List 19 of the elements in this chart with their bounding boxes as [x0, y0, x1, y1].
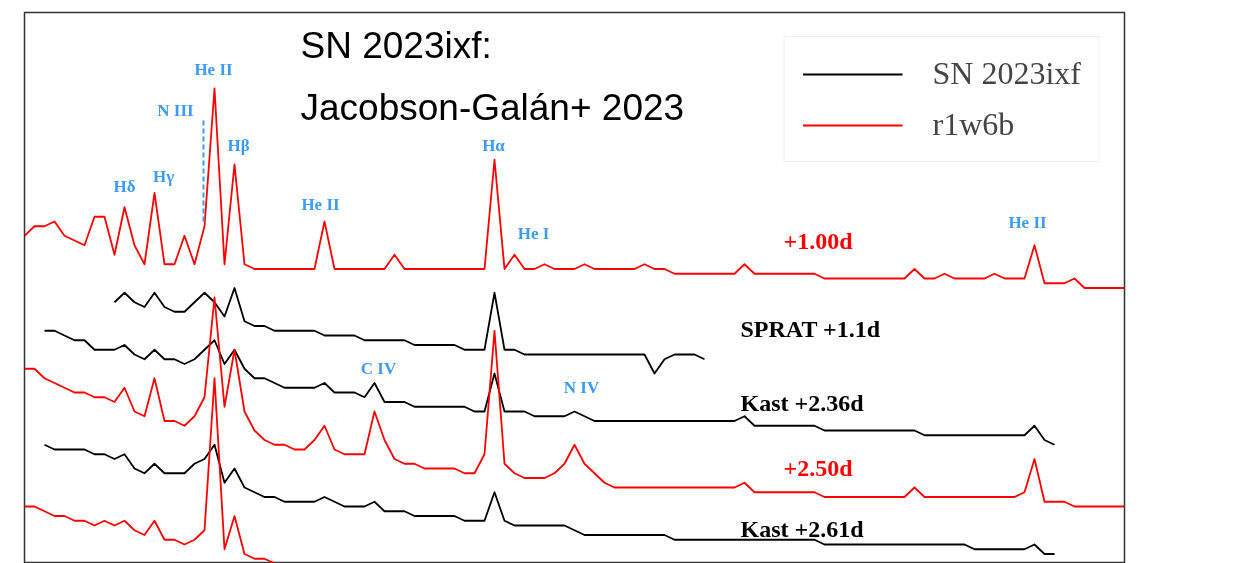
- legend-label: SN 2023ixf: [932, 55, 1081, 92]
- chart-title: SN 2023ixf: Jacobson-Galán+ 2023: [300, 25, 685, 128]
- annotation: He II: [301, 195, 341, 214]
- annotation: Hα: [482, 136, 506, 155]
- annotation: C IV: [360, 359, 397, 378]
- annotation: N III: [157, 101, 195, 120]
- annotation: Kast +2.61d: [740, 515, 865, 542]
- annotation: SPRAT +1.1d: [740, 315, 881, 342]
- annotation: He I: [517, 224, 550, 243]
- text: He II: [194, 60, 234, 79]
- annotation: +1.00d: [783, 227, 854, 254]
- legend-label: r1w6b: [932, 106, 1015, 143]
- annotation: N IV: [563, 378, 600, 397]
- annotation: Hδ: [113, 177, 136, 196]
- annotation: Hβ: [227, 136, 250, 155]
- annotation: +2.50d: [783, 454, 854, 481]
- annotation: He II: [1008, 213, 1048, 232]
- annotation: Kast +2.36d: [740, 389, 865, 416]
- annotation: Hγ: [152, 167, 175, 186]
